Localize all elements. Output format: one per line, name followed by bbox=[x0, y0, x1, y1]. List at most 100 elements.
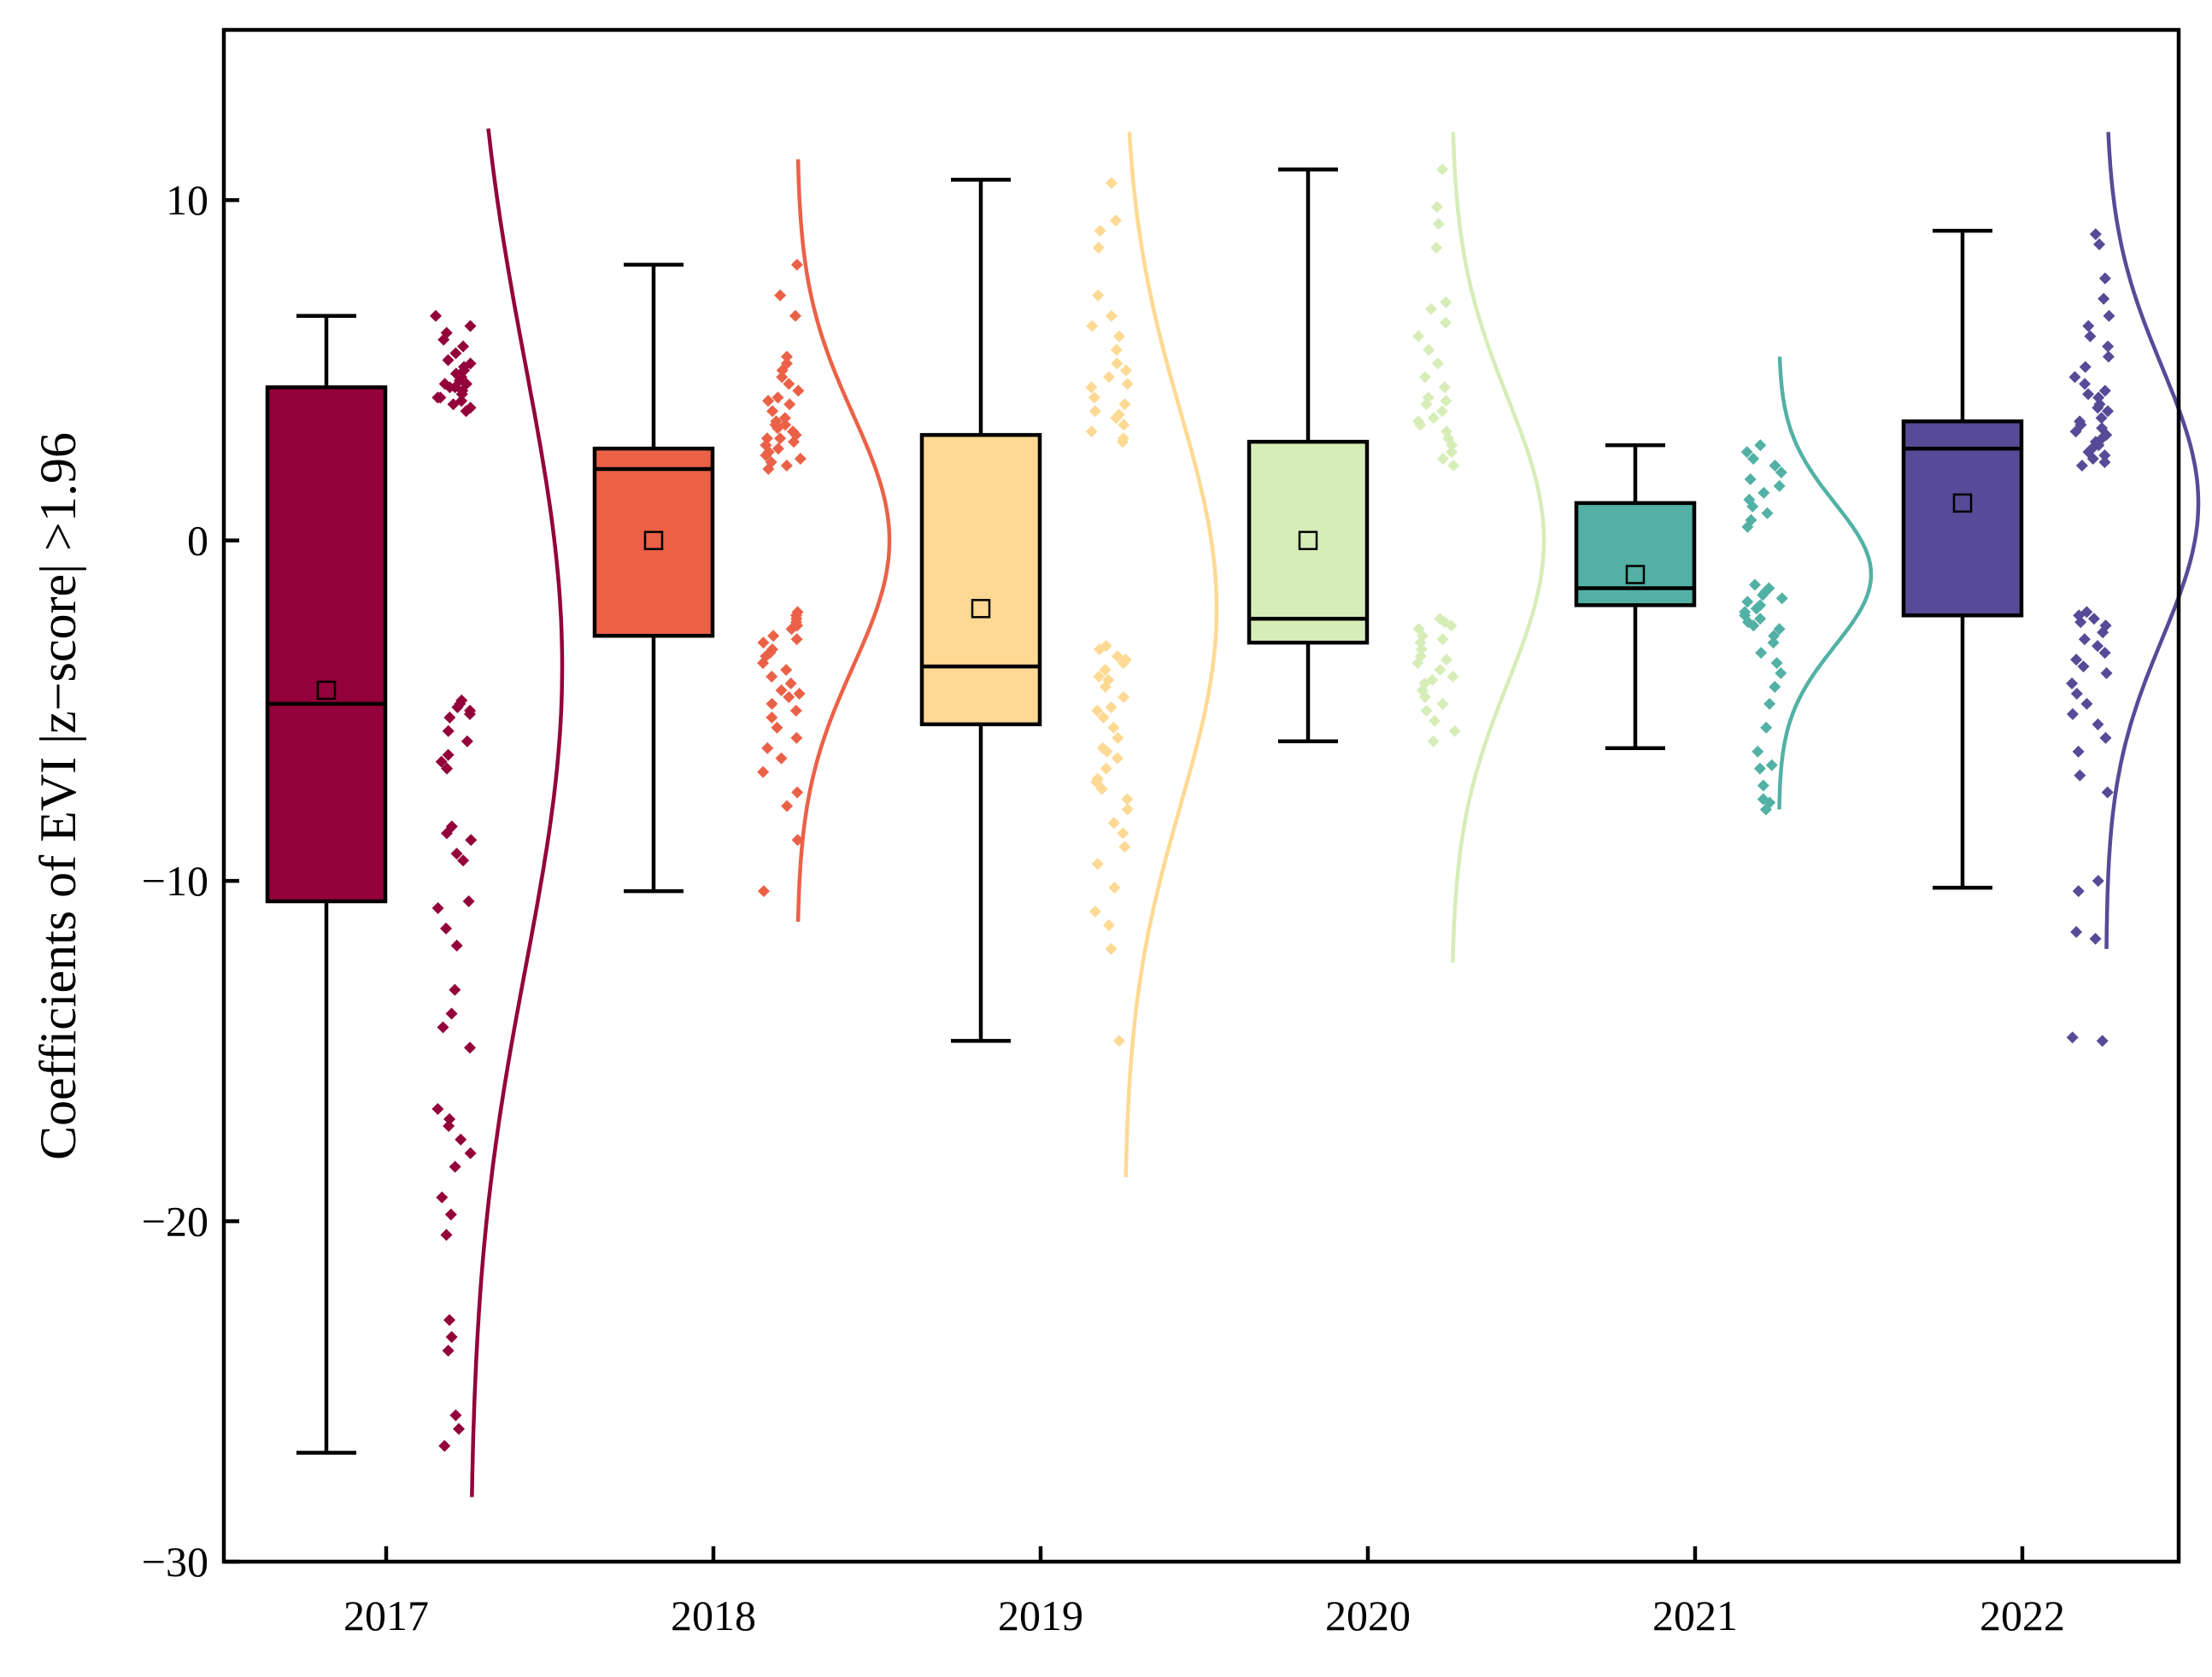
mean-marker-2018 bbox=[643, 531, 664, 550]
data-point-2019 bbox=[1116, 436, 1129, 449]
data-point-2018 bbox=[775, 752, 788, 765]
data-point-2022 bbox=[2098, 449, 2111, 462]
data-point-2020 bbox=[1427, 412, 1440, 425]
data-point-2019 bbox=[1088, 405, 1101, 418]
data-point-2019 bbox=[1091, 704, 1104, 717]
data-point-2020 bbox=[1440, 316, 1452, 329]
y-tick-label: −10 bbox=[142, 857, 208, 905]
data-point-2019 bbox=[1105, 701, 1118, 713]
data-point-2022 bbox=[2089, 228, 2102, 241]
data-point-2022 bbox=[2092, 875, 2104, 888]
data-point-2017 bbox=[464, 357, 477, 370]
data-point-2018 bbox=[780, 460, 793, 472]
data-point-2019 bbox=[1099, 664, 1112, 677]
x-tick-label: 2022 bbox=[1980, 1592, 2065, 1639]
data-point-2018 bbox=[778, 412, 791, 425]
data-point-2020 bbox=[1446, 439, 1458, 452]
data-point-2021 bbox=[1748, 578, 1761, 591]
data-point-2017 bbox=[444, 1208, 457, 1221]
data-point-2018 bbox=[792, 384, 805, 397]
data-point-2017 bbox=[445, 1331, 458, 1344]
data-point-2021 bbox=[1754, 613, 1767, 625]
density-curve-2020 bbox=[1451, 132, 1546, 963]
chart-axes: 10 0 −10 −20 −30 2017 2018 2019 2020 2021 2022 bbox=[142, 176, 2065, 1639]
data-point-2019 bbox=[1121, 793, 1134, 806]
data-point-2020 bbox=[1440, 395, 1452, 408]
data-point-2017 bbox=[447, 398, 460, 411]
data-point-2021 bbox=[1775, 667, 1787, 680]
mean-marker-2017 bbox=[316, 680, 337, 701]
data-point-2018 bbox=[771, 721, 783, 734]
data-point-2019 bbox=[1092, 242, 1105, 255]
data-point-2019 bbox=[1119, 364, 1132, 377]
data-point-2021 bbox=[1757, 779, 1769, 792]
data-point-2020 bbox=[1436, 163, 1449, 176]
data-point-2020 bbox=[1436, 697, 1449, 710]
data-point-2019 bbox=[1108, 882, 1121, 894]
data-point-2019 bbox=[1110, 343, 1123, 356]
data-point-2022 bbox=[2098, 647, 2111, 660]
data-point-2017 bbox=[435, 755, 448, 768]
data-point-2018 bbox=[791, 786, 804, 799]
data-point-2019 bbox=[1118, 419, 1130, 431]
data-point-2019 bbox=[1100, 745, 1113, 758]
data-point-2017 bbox=[465, 834, 478, 847]
data-point-2018 bbox=[772, 391, 784, 404]
data-point-2020 bbox=[1432, 218, 1445, 231]
mean-marker-2022 bbox=[1952, 493, 1973, 513]
data-point-2022 bbox=[2098, 292, 2110, 305]
data-point-2017 bbox=[442, 1344, 455, 1357]
data-point-2017 bbox=[457, 340, 470, 353]
data-point-2019 bbox=[1117, 827, 1129, 840]
data-point-2020 bbox=[1440, 654, 1453, 666]
data-point-2017 bbox=[440, 827, 453, 840]
data-point-2020 bbox=[1431, 357, 1444, 370]
data-point-2018 bbox=[783, 398, 796, 411]
data-point-2022 bbox=[2077, 660, 2090, 673]
data-point-2020 bbox=[1420, 398, 1433, 411]
data-point-2022 bbox=[2098, 272, 2111, 284]
data-point-2020 bbox=[1448, 724, 1461, 737]
data-point-2022 bbox=[2082, 388, 2095, 401]
data-point-2021 bbox=[1768, 630, 1781, 642]
data-point-2018 bbox=[789, 309, 801, 322]
data-point-2021 bbox=[1770, 657, 1783, 670]
data-point-2019 bbox=[1112, 330, 1125, 343]
data-point-2022 bbox=[2072, 745, 2085, 758]
data-point-2020 bbox=[1430, 201, 1443, 214]
data-point-2020 bbox=[1440, 296, 1452, 308]
data-point-2017 bbox=[430, 309, 443, 322]
data-point-2019 bbox=[1088, 905, 1101, 918]
data-point-2021 bbox=[1769, 680, 1781, 693]
data-point-2022 bbox=[2078, 633, 2091, 646]
data-point-2017 bbox=[455, 1133, 467, 1146]
data-point-2020 bbox=[1412, 415, 1425, 428]
box-2019 bbox=[919, 432, 1042, 727]
data-point-2021 bbox=[1763, 697, 1776, 710]
data-point-2019 bbox=[1112, 731, 1124, 744]
data-point-2017 bbox=[442, 724, 455, 737]
data-point-2018 bbox=[780, 664, 793, 677]
data-point-2019 bbox=[1092, 289, 1105, 302]
box-2017 bbox=[265, 385, 388, 904]
data-point-2020 bbox=[1418, 371, 1431, 384]
data-point-2020 bbox=[1412, 330, 1425, 343]
data-point-2018 bbox=[783, 378, 795, 390]
data-point-2021 bbox=[1747, 453, 1760, 466]
data-point-2019 bbox=[1121, 378, 1134, 390]
data-point-2017 bbox=[431, 1103, 444, 1116]
data-point-2017 bbox=[443, 1119, 455, 1132]
series-2018 bbox=[592, 159, 892, 922]
data-point-2017 bbox=[462, 895, 475, 908]
data-point-2021 bbox=[1767, 636, 1780, 649]
series-2021 bbox=[1574, 356, 1874, 816]
data-point-2018 bbox=[776, 371, 789, 384]
data-point-2022 bbox=[2103, 309, 2115, 322]
data-point-2020 bbox=[1420, 704, 1433, 717]
data-point-2017 bbox=[442, 748, 455, 761]
data-point-2022 bbox=[2082, 320, 2095, 332]
data-point-2020 bbox=[1445, 619, 1458, 632]
data-point-2022 bbox=[2095, 412, 2108, 425]
data-point-2021 bbox=[1755, 647, 1768, 660]
data-point-2019 bbox=[1093, 643, 1106, 656]
